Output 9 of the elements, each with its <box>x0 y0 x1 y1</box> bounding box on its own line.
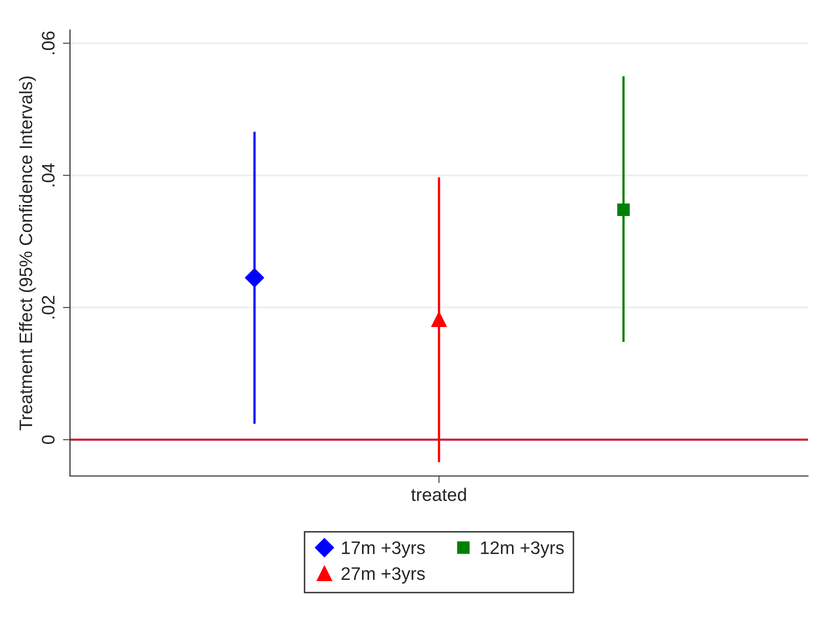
legend-label: 12m +3yrs <box>481 541 564 558</box>
legend-label: 17m +3yrs <box>342 541 425 558</box>
y-tick-label: .02 <box>42 296 55 318</box>
legend-label: 27m +3yrs <box>342 567 425 584</box>
y-tick-label: .04 <box>42 163 55 186</box>
y-tick-label: 0 <box>42 435 55 444</box>
y-axis-title: Treatment Effect (95% Confidence Intervals) <box>18 76 36 430</box>
y-tick-label: .06 <box>42 31 55 54</box>
x-tick-label: treated <box>411 488 466 502</box>
